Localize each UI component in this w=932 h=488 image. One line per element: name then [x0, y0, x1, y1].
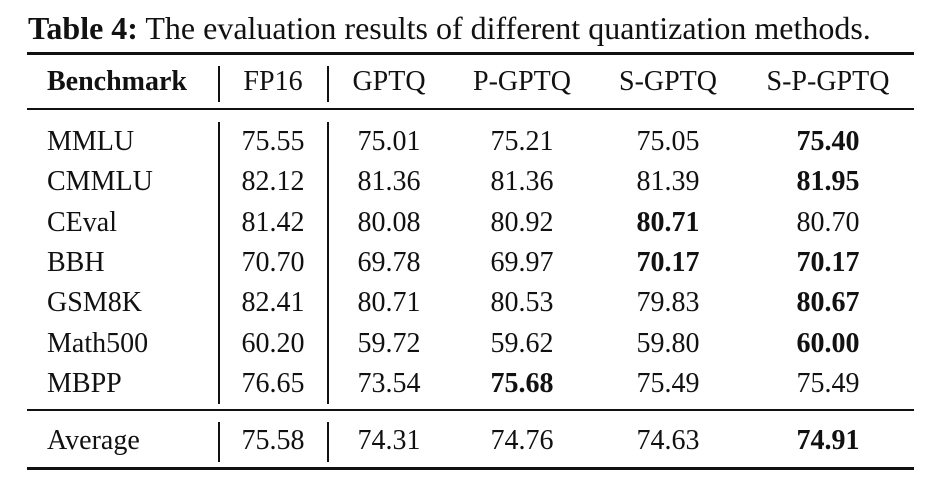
header-benchmark: Benchmark [47, 66, 187, 97]
row-math500-fp16-cell: 60.20 [241, 328, 305, 359]
row-cmmlu-fp16-cell: 82.12 [241, 166, 305, 197]
row-ceval-s-gptq-cell: 80.71 [636, 207, 700, 238]
row-mmlu-p-gptq-cell: 75.21 [490, 126, 554, 157]
row-ceval-p-gptq-cell: 80.92 [490, 207, 554, 238]
average-rule [27, 409, 914, 411]
header-gptq: GPTQ [352, 66, 426, 97]
row-mmlu-fp16-cell: 75.55 [241, 126, 305, 157]
bottom-rule [27, 467, 914, 470]
caption-label: Table 4: [28, 10, 138, 46]
row-mmlu-label: MMLU [47, 126, 135, 157]
row-ceval-fp16-cell: 81.42 [241, 207, 305, 238]
header-separator-1 [218, 66, 220, 102]
row-cmmlu-s-p-gptq-cell: 81.95 [796, 166, 860, 197]
row-mbpp-fp16-cell: 76.65 [241, 368, 305, 399]
header-s-gptq: S-GPTQ [618, 66, 718, 97]
row-bbh-fp16-cell: 70.70 [241, 247, 305, 278]
row-math500-s-p-gptq-cell: 60.00 [796, 328, 860, 359]
row-bbh-p-gptq-cell: 69.97 [490, 247, 554, 278]
row-mbpp-p-gptq-cell: 75.68 [490, 368, 554, 399]
average-separator-2 [327, 422, 329, 462]
row-average-s-p-gptq-cell: 74.91 [796, 425, 860, 456]
row-bbh-gptq-cell: 69.78 [357, 247, 421, 278]
header-rule [27, 108, 914, 110]
row-mbpp-gptq-cell: 73.54 [357, 368, 421, 399]
row-math500-p-gptq-cell: 59.62 [490, 328, 554, 359]
row-ceval-label: CEval [47, 207, 117, 238]
row-average-p-gptq-cell: 74.76 [490, 425, 554, 456]
row-mmlu-s-gptq-cell: 75.05 [636, 126, 700, 157]
header-s-p-gptq: S-P-GPTQ [766, 66, 890, 97]
row-average-gptq-cell: 74.31 [357, 425, 421, 456]
row-average-s-gptq-cell: 74.63 [636, 425, 700, 456]
row-mmlu-gptq-cell: 75.01 [357, 126, 421, 157]
row-average-label: Average [47, 425, 140, 456]
row-cmmlu-s-gptq-cell: 81.39 [636, 166, 700, 197]
row-cmmlu-p-gptq-cell: 81.36 [490, 166, 554, 197]
row-ceval-gptq-cell: 80.08 [357, 207, 421, 238]
body-separator-1 [218, 122, 220, 404]
row-bbh-s-gptq-cell: 70.17 [636, 247, 700, 278]
row-math500-gptq-cell: 59.72 [357, 328, 421, 359]
row-gsm8k-label: GSM8K [47, 287, 142, 318]
row-bbh-s-p-gptq-cell: 70.17 [796, 247, 860, 278]
row-mbpp-s-p-gptq-cell: 75.49 [796, 368, 860, 399]
row-math500-label: Math500 [47, 328, 149, 359]
row-math500-s-gptq-cell: 59.80 [636, 328, 700, 359]
average-separator-1 [218, 422, 220, 462]
table-caption: Table 4: The evaluation results of diffe… [28, 8, 871, 48]
caption-text: The evaluation results of different quan… [145, 10, 871, 46]
row-ceval-s-p-gptq-cell: 80.70 [796, 207, 860, 238]
row-cmmlu-gptq-cell: 81.36 [357, 166, 421, 197]
row-mmlu-s-p-gptq-cell: 75.40 [796, 126, 860, 157]
row-bbh-label: BBH [47, 247, 105, 278]
row-mbpp-label: MBPP [47, 368, 122, 399]
header-p-gptq: P-GPTQ [472, 66, 572, 97]
header-separator-2 [327, 66, 329, 102]
row-gsm8k-fp16-cell: 82.41 [241, 287, 305, 318]
body-separator-2 [327, 122, 329, 404]
header-fp16: FP16 [243, 66, 303, 97]
row-mbpp-s-gptq-cell: 75.49 [636, 368, 700, 399]
row-gsm8k-gptq-cell: 80.71 [357, 287, 421, 318]
row-average-fp16-cell: 75.58 [241, 425, 305, 456]
row-gsm8k-s-gptq-cell: 79.83 [636, 287, 700, 318]
top-rule [27, 52, 914, 55]
row-cmmlu-label: CMMLU [47, 166, 153, 197]
row-gsm8k-p-gptq-cell: 80.53 [490, 287, 554, 318]
row-gsm8k-s-p-gptq-cell: 80.67 [796, 287, 860, 318]
